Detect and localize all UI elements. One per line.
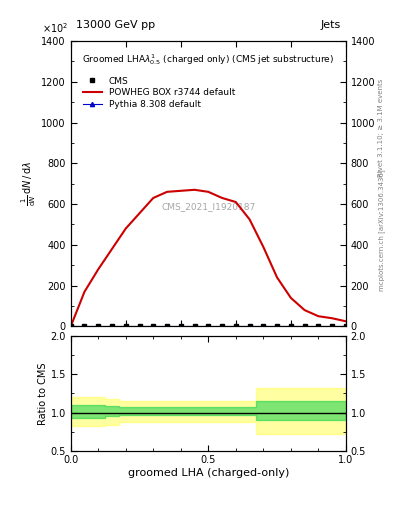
- POWHEG BOX r3744 default: [247, 216, 252, 222]
- POWHEG BOX r3744 default: [137, 210, 142, 216]
- POWHEG BOX r3744 default: [288, 295, 293, 301]
- POWHEG BOX r3744 default: [96, 266, 101, 272]
- CMS: [275, 323, 279, 329]
- CMS: [316, 323, 321, 329]
- Pythia 8.308 default: [68, 323, 73, 329]
- CMS: [288, 323, 293, 329]
- Pythia 8.308 default: [247, 323, 252, 329]
- CMS: [206, 323, 211, 329]
- POWHEG BOX r3744 default: [68, 323, 73, 329]
- CMS: [343, 323, 348, 329]
- Pythia 8.308 default: [82, 323, 87, 329]
- POWHEG BOX r3744 default: [330, 315, 334, 322]
- POWHEG BOX r3744 default: [110, 246, 114, 252]
- Text: CMS_2021_I1920187: CMS_2021_I1920187: [161, 202, 255, 211]
- Pythia 8.308 default: [110, 323, 114, 329]
- Pythia 8.308 default: [165, 323, 169, 329]
- X-axis label: groomed LHA (charged-only): groomed LHA (charged-only): [128, 468, 289, 478]
- Pythia 8.308 default: [192, 323, 197, 329]
- Text: $\times 10^{2}$: $\times 10^{2}$: [42, 22, 68, 35]
- CMS: [137, 323, 142, 329]
- Pythia 8.308 default: [302, 323, 307, 329]
- Text: Jets: Jets: [320, 19, 340, 30]
- Y-axis label: Ratio to CMS: Ratio to CMS: [38, 362, 48, 425]
- Text: Groomed LHA$\lambda^{1}_{0.5}$ (charged only) (CMS jet substructure): Groomed LHA$\lambda^{1}_{0.5}$ (charged …: [82, 52, 334, 67]
- Pythia 8.308 default: [261, 323, 266, 329]
- Pythia 8.308 default: [123, 323, 128, 329]
- POWHEG BOX r3744 default: [261, 244, 266, 250]
- Pythia 8.308 default: [330, 323, 334, 329]
- CMS: [330, 323, 334, 329]
- Line: Pythia 8.308 default: Pythia 8.308 default: [69, 324, 348, 329]
- POWHEG BOX r3744 default: [206, 189, 211, 195]
- POWHEG BOX r3744 default: [123, 225, 128, 231]
- Text: Rivet 3.1.10; ≥ 3.1M events: Rivet 3.1.10; ≥ 3.1M events: [378, 79, 384, 177]
- POWHEG BOX r3744 default: [343, 318, 348, 325]
- CMS: [96, 323, 101, 329]
- Pythia 8.308 default: [343, 323, 348, 329]
- Text: mcplots.cern.ch [arXiv:1306.3436]: mcplots.cern.ch [arXiv:1306.3436]: [378, 169, 385, 291]
- Pythia 8.308 default: [288, 323, 293, 329]
- POWHEG BOX r3744 default: [275, 274, 279, 281]
- CMS: [82, 323, 87, 329]
- Text: 13000 GeV pp: 13000 GeV pp: [76, 19, 155, 30]
- Legend: CMS, POWHEG BOX r3744 default, Pythia 8.308 default: CMS, POWHEG BOX r3744 default, Pythia 8.…: [81, 74, 238, 112]
- Pythia 8.308 default: [137, 323, 142, 329]
- Pythia 8.308 default: [206, 323, 211, 329]
- Pythia 8.308 default: [220, 323, 224, 329]
- POWHEG BOX r3744 default: [316, 313, 321, 319]
- POWHEG BOX r3744 default: [82, 289, 87, 295]
- POWHEG BOX r3744 default: [165, 189, 169, 195]
- POWHEG BOX r3744 default: [192, 187, 197, 193]
- Line: CMS: CMS: [69, 324, 348, 329]
- CMS: [302, 323, 307, 329]
- CMS: [247, 323, 252, 329]
- Pythia 8.308 default: [96, 323, 101, 329]
- CMS: [110, 323, 114, 329]
- CMS: [220, 323, 224, 329]
- Pythia 8.308 default: [151, 323, 156, 329]
- Y-axis label: $\frac{1}{\mathrm{d}N}\,\mathrm{d}N\,/\,\mathrm{d}\lambda$: $\frac{1}{\mathrm{d}N}\,\mathrm{d}N\,/\,…: [20, 161, 39, 206]
- CMS: [123, 323, 128, 329]
- CMS: [68, 323, 73, 329]
- CMS: [151, 323, 156, 329]
- POWHEG BOX r3744 default: [233, 199, 238, 205]
- POWHEG BOX r3744 default: [151, 195, 156, 201]
- POWHEG BOX r3744 default: [302, 307, 307, 313]
- Pythia 8.308 default: [233, 323, 238, 329]
- CMS: [192, 323, 197, 329]
- POWHEG BOX r3744 default: [178, 188, 183, 194]
- CMS: [165, 323, 169, 329]
- Pythia 8.308 default: [316, 323, 321, 329]
- POWHEG BOX r3744 default: [220, 195, 224, 201]
- Pythia 8.308 default: [178, 323, 183, 329]
- CMS: [261, 323, 266, 329]
- CMS: [178, 323, 183, 329]
- CMS: [233, 323, 238, 329]
- Pythia 8.308 default: [275, 323, 279, 329]
- Line: POWHEG BOX r3744 default: POWHEG BOX r3744 default: [71, 190, 346, 326]
